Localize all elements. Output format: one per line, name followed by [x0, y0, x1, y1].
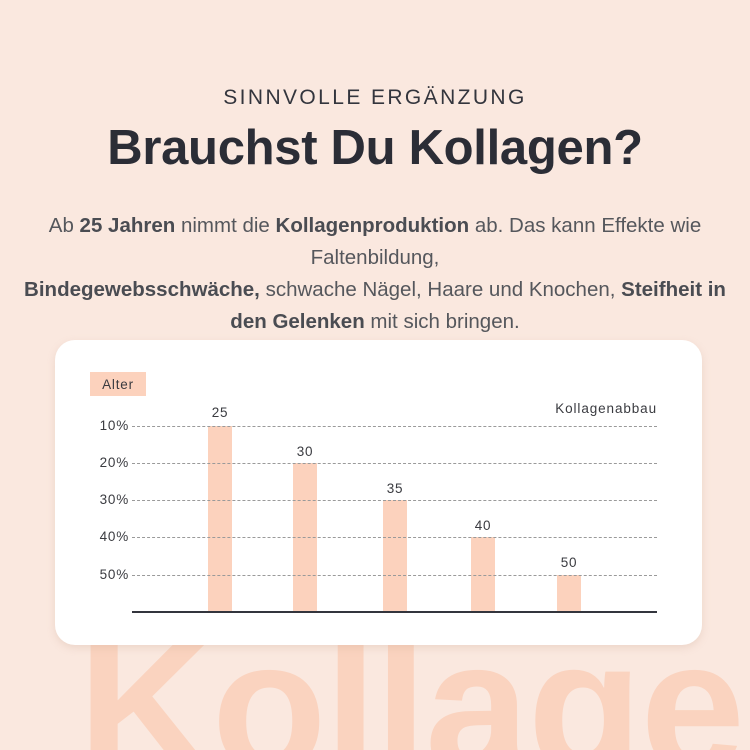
bar-label: 30	[296, 444, 314, 459]
eyebrow-heading: SINNVOLLE ERGÄNZUNG	[223, 86, 527, 109]
y-tick-label: 10%	[99, 418, 129, 433]
intro-bold-age: 25 Jahren	[79, 214, 176, 237]
intro-bold-tissue: Bindegewebsschwäche,	[24, 278, 260, 301]
gridline	[132, 463, 657, 464]
y-tick-label: 30%	[99, 492, 129, 507]
intro-text: nimmt die	[175, 214, 276, 237]
intro-text: mit sich bringen.	[364, 310, 520, 333]
chart-card: Alter Kollagenabbau 10% 20% 30% 40% 50% …	[55, 340, 702, 645]
bar-age-50	[557, 575, 581, 612]
gridline	[132, 500, 657, 501]
intro-text: ab. Das kann Effekte wie Faltenbildung,	[310, 214, 702, 269]
gridline	[132, 575, 657, 576]
bar-age-35	[383, 500, 407, 612]
bar-age-40	[471, 537, 495, 612]
intro-bold-production: Kollagenproduktion	[275, 214, 470, 237]
bar-label: 40	[474, 518, 492, 533]
bar-age-25	[208, 426, 232, 612]
gridline	[132, 426, 657, 427]
x-axis-label-badge: Alter	[90, 372, 146, 396]
x-axis-baseline	[132, 611, 657, 613]
intro-text: schwache Nägel, Haare und Knochen,	[259, 278, 622, 301]
intro-text: Ab	[48, 214, 80, 237]
bar-label: 35	[386, 481, 404, 496]
bar-label: 25	[211, 405, 229, 420]
bar-label: 50	[560, 555, 578, 570]
intro-paragraph: Ab 25 Jahren nimmt die Kollagenproduktio…	[10, 210, 740, 338]
page-title: Brauchst Du Kollagen?	[107, 121, 643, 175]
y-tick-label: 50%	[99, 567, 129, 582]
y-tick-label: 40%	[99, 529, 129, 544]
intro-bold-joints: Steifheit in den Gelenken	[230, 278, 726, 333]
y-tick-label: 20%	[99, 455, 129, 470]
gridline	[132, 537, 657, 538]
chart-legend: Kollagenabbau	[555, 401, 657, 416]
